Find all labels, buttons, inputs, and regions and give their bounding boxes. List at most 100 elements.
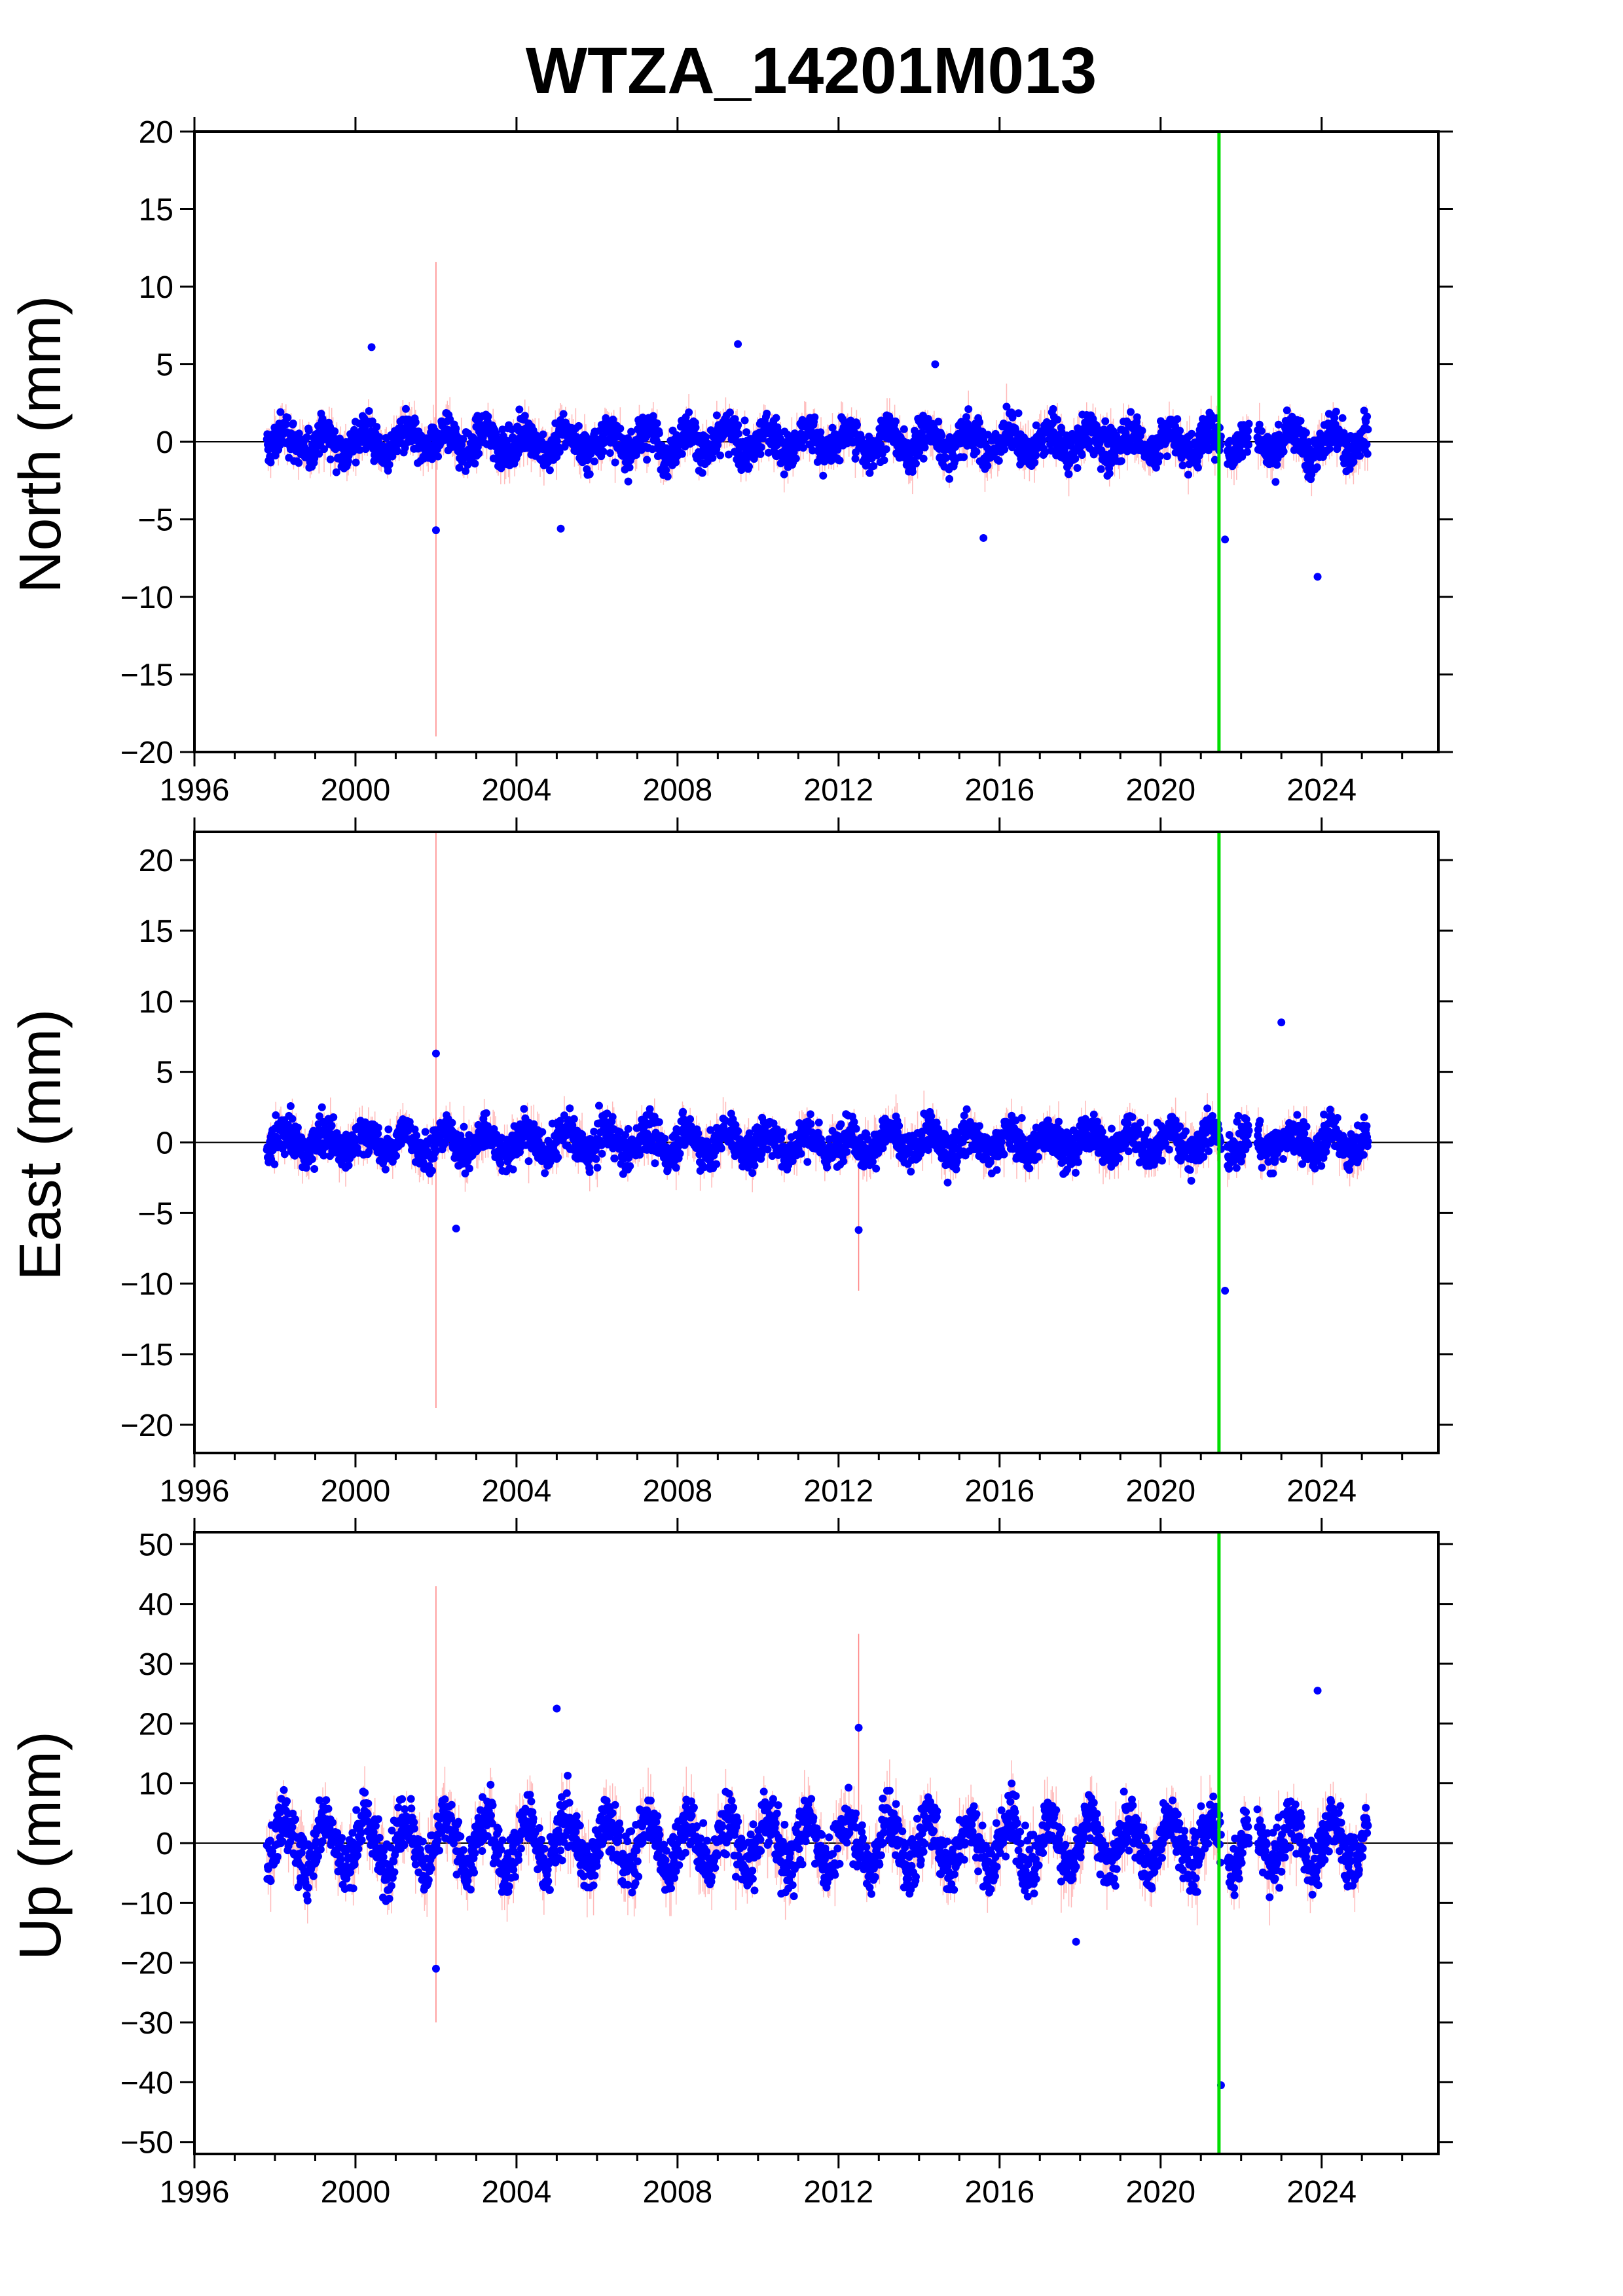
- outlier-point: [979, 533, 988, 542]
- data-point: [1173, 415, 1182, 423]
- data-point: [662, 466, 670, 475]
- data-point: [1255, 420, 1264, 429]
- data-point: [545, 466, 554, 475]
- x-tick-label: 2012: [803, 773, 873, 808]
- data-points: [263, 340, 1372, 581]
- data-point: [410, 1125, 419, 1134]
- data-point: [590, 457, 598, 466]
- data-point: [368, 417, 376, 425]
- data-point: [384, 1125, 393, 1134]
- data-point: [352, 458, 360, 467]
- data-point: [757, 443, 765, 452]
- data-point: [731, 415, 739, 423]
- data-point: [428, 1166, 437, 1175]
- x-tick-label: 2016: [964, 773, 1034, 808]
- data-point: [384, 467, 392, 475]
- data-point: [599, 447, 608, 456]
- data-point: [392, 1152, 401, 1160]
- data-point: [691, 423, 700, 432]
- data-point: [716, 451, 725, 459]
- data-point: [374, 1130, 382, 1138]
- data-point: [678, 450, 686, 458]
- data-point: [1360, 406, 1368, 415]
- data-point: [286, 1102, 295, 1110]
- data-point: [632, 451, 640, 459]
- y-tick-label: −10: [120, 581, 173, 615]
- data-point: [482, 1109, 490, 1117]
- data-point: [653, 419, 661, 427]
- data-point: [643, 456, 651, 464]
- data-point: [772, 414, 780, 422]
- data-point: [835, 456, 844, 465]
- data-point: [524, 1157, 533, 1166]
- data-point: [964, 405, 973, 414]
- data-point: [962, 413, 970, 422]
- data-point: [763, 409, 771, 418]
- data-point: [302, 433, 311, 442]
- data-point: [574, 422, 583, 430]
- data-point: [432, 1147, 441, 1155]
- data-point: [1156, 452, 1164, 461]
- data-point: [1244, 427, 1252, 435]
- data-point: [921, 443, 929, 452]
- data-point: [685, 408, 693, 417]
- data-point: [308, 1155, 316, 1163]
- data-point: [1127, 408, 1135, 416]
- data-point: [1071, 454, 1080, 463]
- outlier-point: [734, 340, 742, 348]
- data-point: [983, 461, 992, 470]
- data-point: [344, 1161, 353, 1170]
- data-point: [1330, 414, 1339, 422]
- north-panel: North (mm) −20 −15 −10 −5 0 5 10 15 20 1996 2000 20…: [8, 115, 1453, 808]
- data-point: [706, 426, 715, 435]
- data-point: [1105, 469, 1114, 478]
- x-tick-label: 2004: [482, 773, 552, 808]
- data-point: [374, 1123, 382, 1132]
- data-layer: [194, 832, 1438, 1408]
- data-point: [725, 408, 734, 417]
- data-point: [356, 446, 364, 454]
- data-point: [539, 430, 547, 439]
- data-point: [1176, 426, 1184, 435]
- data-point: [283, 414, 292, 422]
- data-point: [900, 425, 908, 433]
- data-point: [1364, 425, 1372, 434]
- data-point: [1163, 452, 1171, 461]
- outlier-point: [431, 526, 440, 535]
- x-tick-label: 2020: [1125, 773, 1195, 808]
- data-point: [1313, 463, 1321, 471]
- data-point: [606, 449, 614, 457]
- data-point: [320, 445, 329, 454]
- data-point: [1238, 452, 1247, 461]
- x-tick-label: 2000: [321, 773, 391, 808]
- y-tick-label: −20: [120, 736, 173, 770]
- data-point: [811, 413, 819, 422]
- data-point: [976, 418, 984, 427]
- data-point: [625, 463, 634, 472]
- data-point: [611, 458, 619, 467]
- data-point: [1332, 407, 1340, 416]
- data-point: [799, 444, 807, 452]
- data-point: [462, 467, 470, 475]
- outlier-point: [367, 343, 376, 351]
- data-point: [428, 455, 437, 463]
- data-point: [1245, 420, 1253, 428]
- data-point: [941, 454, 950, 462]
- data-point: [819, 471, 828, 480]
- data-point: [1338, 414, 1347, 422]
- data-point: [509, 1165, 517, 1174]
- data-point: [365, 406, 373, 415]
- data-point: [471, 459, 479, 468]
- x-tick-label: 2024: [1286, 773, 1357, 808]
- data-point: [712, 411, 721, 420]
- data-point: [616, 424, 625, 433]
- data-point: [627, 427, 636, 436]
- data-point: [756, 450, 765, 458]
- data-point: [266, 458, 275, 467]
- y-axis-label: North (mm): [8, 296, 73, 594]
- data-point: [1257, 427, 1266, 435]
- data-point: [421, 1128, 429, 1136]
- chart-title: WTZA_14201M013: [526, 34, 1097, 107]
- data-point: [284, 1121, 293, 1129]
